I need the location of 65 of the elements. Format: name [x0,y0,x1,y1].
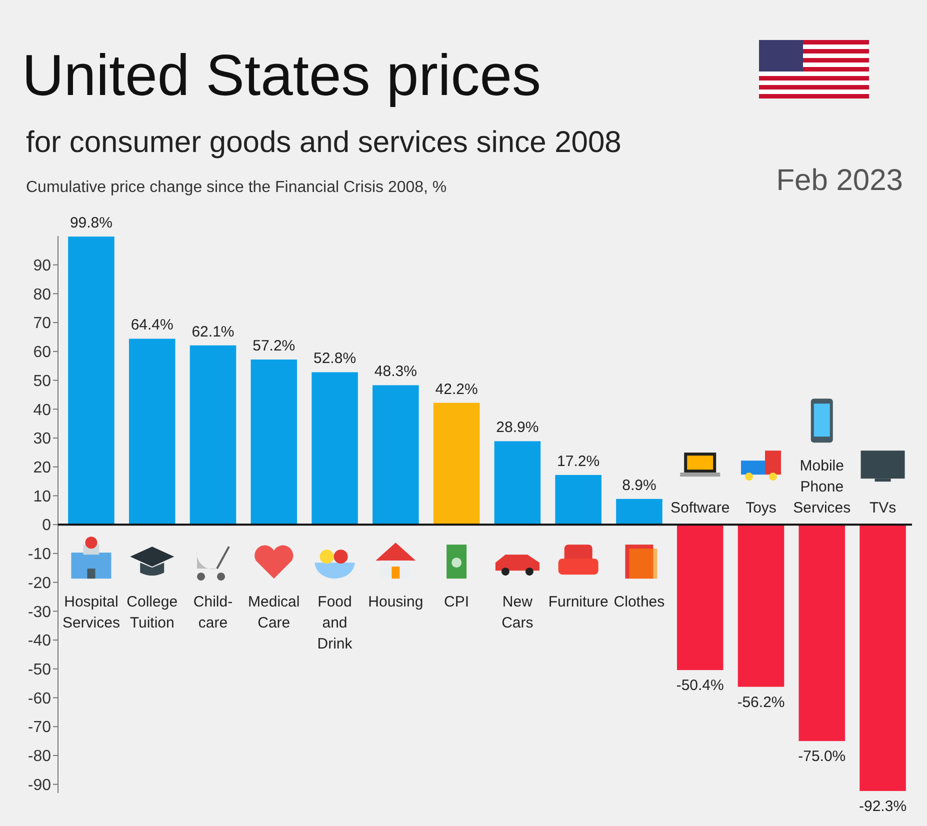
bar [616,498,662,525]
y-tick-label: 40 [33,402,52,419]
data-label: 42.2% [435,380,478,398]
y-tick-label: 50 [33,372,52,390]
data-label: 28.9% [496,419,539,436]
y-tick-label: 60 [33,344,52,362]
x-tick-label: Hospital Services [62,594,120,632]
data-label: -50.4% [676,677,724,694]
bar [250,360,298,525]
y-tick-label: 0 [42,517,52,534]
bar [372,385,419,525]
x-tick-label: Furniture [548,594,608,611]
chart-subtitle: for consumer goods and services since 2008 [26,126,622,159]
data-label: 8.9% [622,476,656,494]
y-tick-label: -90 [28,776,52,794]
data-label: -92.3% [859,798,907,815]
bar [555,474,602,525]
bar [190,345,236,525]
y-tick-label: 10 [33,488,52,506]
x-tick-label: Mobile Phone Services [793,458,851,517]
bar [494,441,541,525]
data-label: 52.8% [314,350,356,368]
text: Feb 2023 [776,164,903,197]
x-tick-label: Housing [368,594,424,611]
y-tick-label: -50 [28,662,52,678]
bar [312,372,358,525]
bar [128,338,176,525]
data-label: 48.3% [374,363,417,380]
y-tick-label: 20 [33,459,52,476]
bar [738,524,784,687]
x-tick-label: Medical Care [248,594,300,632]
data-label: 64.4% [130,316,174,334]
y-tick-label: -20 [28,574,52,592]
y-tick-label: -10 [28,546,52,564]
x-tick-label: Toys [746,500,776,517]
x-tick-label: Food and Drink [317,594,353,653]
bar [433,402,480,525]
x-tick-label: Child-care [193,594,233,632]
y-tick-label: -40 [28,632,52,650]
bar [798,524,846,742]
data-label: -56.2% [737,694,785,711]
x-tick-label: CPI [444,594,470,611]
bar [676,524,724,670]
data-label: 99.8% [70,214,112,232]
y-axis-title: Cumulative price change since the Financial Crisis 2008, % [26,179,447,196]
y-tick-label: 80 [33,286,52,304]
y-tick-label: -70 [28,719,52,736]
y-tick-label: 30 [33,430,52,448]
y-tick-label: -60 [28,690,52,708]
x-tick-label: TVs [869,500,896,517]
chart-title: United States prices [22,43,542,108]
data-label: -75.0% [798,748,846,766]
y-tick-label: -30 [28,604,52,621]
x-tick-label: College Tuition [126,594,178,632]
y-tick-label: 70 [33,315,52,332]
x-tick-label: Clothes [614,594,665,611]
data-label: 57.2% [252,338,296,355]
bar [860,524,906,791]
y-tick-label: -80 [28,748,52,766]
x-tick-label: New Cars [502,594,534,632]
y-tick-label: 90 [33,257,52,274]
bar [68,236,114,525]
x-tick-label: Software [670,500,730,517]
data-label: 62.1% [192,323,234,340]
data-label: 17.2% [557,452,600,470]
